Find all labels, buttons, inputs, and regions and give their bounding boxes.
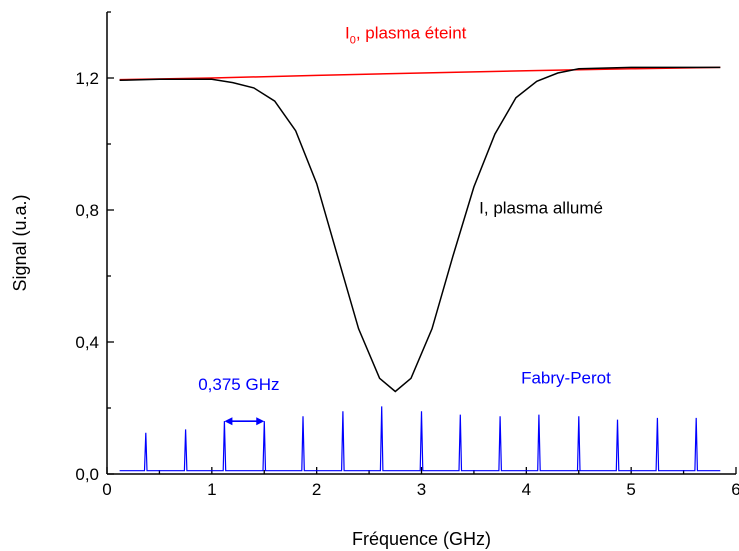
- i0-label: I0, plasma éteint: [345, 23, 467, 46]
- x-tick-label: 4: [522, 480, 531, 499]
- spacing-arrow-head-left: [224, 417, 233, 426]
- plot-area: [119, 66, 721, 472]
- annotations: I0, plasma éteint I, plasma allumé Fabry…: [198, 23, 611, 393]
- spacing-label: 0,375 GHz: [198, 375, 279, 394]
- x-ticks: 0 1 2 3 4 5 6: [102, 467, 739, 499]
- y-tick-label: 0,4: [75, 333, 99, 352]
- x-tick-label: 5: [626, 480, 635, 499]
- i0-label-rest: , plasma éteint: [356, 23, 467, 42]
- y-ticks: 0,0 0,4 0,8 1,2: [75, 11, 114, 484]
- x-tick-label: 1: [207, 480, 216, 499]
- axes: [106, 12, 736, 475]
- fabry-perot-label: Fabry-Perot: [521, 368, 611, 387]
- series-I0: [119, 66, 721, 81]
- spacing-arrow-head-right: [256, 417, 265, 426]
- i0-label-main: I: [345, 23, 350, 42]
- series-fabry_perot: [119, 406, 721, 472]
- x-tick-label: 2: [312, 480, 321, 499]
- y-axis-title: Signal (u.a.): [10, 194, 30, 291]
- y-tick-label: 0,0: [75, 465, 99, 484]
- x-tick-label: 3: [417, 480, 426, 499]
- series-I: [119, 66, 721, 393]
- x-axis-title: Fréquence (GHz): [352, 529, 491, 549]
- x-tick-label: 0: [102, 480, 111, 499]
- i-label: I, plasma allumé: [479, 198, 603, 217]
- x-tick-label: 6: [731, 480, 739, 499]
- i0-label-sub: 0: [350, 34, 356, 46]
- y-tick-label: 1,2: [75, 69, 99, 88]
- y-tick-label: 0,8: [75, 201, 99, 220]
